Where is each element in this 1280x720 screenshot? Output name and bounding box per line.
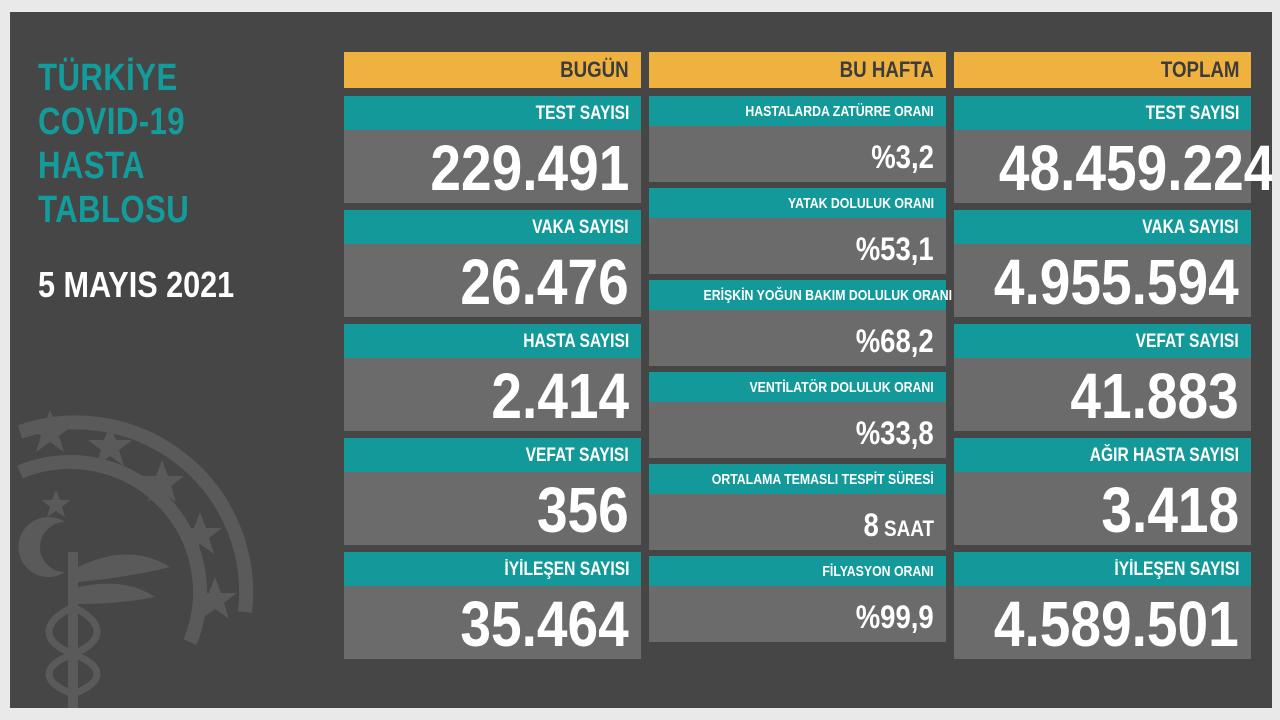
stat-card: İYİLEŞEN SAYISI 35.464 — [344, 552, 641, 660]
title-line: COVID-19 — [38, 101, 186, 143]
stat-value: 4.589.501 — [954, 586, 1251, 660]
today-column: BUGÜN TEST SAYISI 229.491 VAKA SAYISI 26… — [344, 52, 641, 666]
rate-label: VENTİLATÖR DOLULUK ORANI — [649, 372, 946, 402]
today-header: BUGÜN — [344, 52, 641, 88]
stat-value: 4.955.594 — [954, 244, 1251, 318]
stat-card: VEFAT SAYISI 41.883 — [954, 324, 1251, 432]
rate-card: YATAK DOLULUK ORANI %53,1 — [649, 188, 946, 274]
stat-value: 3.418 — [954, 472, 1251, 546]
title-line: HASTA — [38, 145, 146, 187]
stat-label: TEST SAYISI — [344, 96, 641, 130]
rate-value: %68,2 — [649, 310, 946, 366]
stat-value: 229.491 — [344, 130, 641, 204]
duration-unit: SAAT — [883, 516, 934, 541]
stat-label: İYİLEŞEN SAYISI — [344, 552, 641, 586]
rate-card: ERİŞKİN YOĞUN BAKIM DOLULUK ORANI %68,2 — [649, 280, 952, 366]
stat-card: VEFAT SAYISI 356 — [344, 438, 641, 546]
stat-value: 48.459.224 — [954, 130, 1272, 204]
stat-label: VAKA SAYISI — [344, 210, 641, 244]
total-column: TOPLAM TEST SAYISI 48.459.224 VAKA SAYIS… — [954, 52, 1272, 666]
week-column: BU HAFTA HASTALARDA ZATÜRRE ORANI %3,2 Y… — [649, 52, 952, 648]
stat-label: VEFAT SAYISI — [954, 324, 1251, 358]
week-header: BU HAFTA — [649, 52, 946, 88]
stat-value: 41.883 — [954, 358, 1251, 432]
rate-card: FİLYASYON ORANI %99,9 — [649, 556, 946, 642]
stat-label: VAKA SAYISI — [954, 210, 1251, 244]
rate-value: 8 SAAT — [649, 494, 946, 550]
stat-label: HASTA SAYISI — [344, 324, 641, 358]
dashboard-title: TÜRKİYE COVID-19 HASTA TABLOSU — [38, 56, 189, 232]
rate-value: %53,1 — [649, 218, 946, 274]
stat-label: İYİLEŞEN SAYISI — [954, 552, 1251, 586]
rate-label: ERİŞKİN YOĞUN BAKIM DOLULUK ORANI — [649, 280, 952, 310]
stat-card: VAKA SAYISI 26.476 — [344, 210, 641, 318]
rate-card: HASTALARDA ZATÜRRE ORANI %3,2 — [649, 96, 946, 182]
stat-card: VAKA SAYISI 4.955.594 — [954, 210, 1251, 318]
stat-value: 2.414 — [344, 358, 641, 432]
stat-card: TEST SAYISI 229.491 — [344, 96, 641, 204]
stat-card: AĞIR HASTA SAYISI 3.418 — [954, 438, 1251, 546]
total-header: TOPLAM — [954, 52, 1251, 88]
rate-value: %3,2 — [649, 126, 946, 182]
rate-value: %99,9 — [649, 586, 946, 642]
rate-label: ORTALAMA TEMASLI TESPİT SÜRESİ — [649, 464, 946, 494]
duration-value: 8 — [863, 507, 879, 543]
stat-label: VEFAT SAYISI — [344, 438, 641, 472]
stat-value: 26.476 — [344, 244, 641, 318]
rate-card: ORTALAMA TEMASLI TESPİT SÜRESİ 8 SAAT — [649, 464, 946, 550]
stat-card: İYİLEŞEN SAYISI 4.589.501 — [954, 552, 1251, 660]
stat-value: 356 — [344, 472, 641, 546]
rate-label: FİLYASYON ORANI — [649, 556, 946, 586]
covid-dashboard: TÜRKİYE COVID-19 HASTA TABLOSU 5 MAYIS 2… — [10, 12, 1272, 708]
rate-label: HASTALARDA ZATÜRRE ORANI — [649, 96, 946, 126]
title-line: TABLOSU — [38, 189, 190, 231]
ministry-of-health-emblem-icon — [17, 410, 254, 708]
stat-card: HASTA SAYISI 2.414 — [344, 324, 641, 432]
rate-card: VENTİLATÖR DOLULUK ORANI %33,8 — [649, 372, 946, 458]
rate-value: %33,8 — [649, 402, 946, 458]
rate-label: YATAK DOLULUK ORANI — [649, 188, 946, 218]
stat-label: TEST SAYISI — [954, 96, 1251, 130]
stat-card: TEST SAYISI 48.459.224 — [954, 96, 1272, 204]
stat-value: 35.464 — [344, 586, 641, 660]
stat-label: AĞIR HASTA SAYISI — [954, 438, 1251, 472]
report-date: 5 MAYIS 2021 — [38, 264, 235, 305]
title-line: TÜRKİYE — [38, 57, 178, 99]
